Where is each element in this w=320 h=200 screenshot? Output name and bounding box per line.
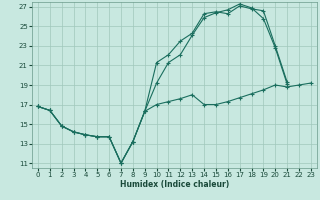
X-axis label: Humidex (Indice chaleur): Humidex (Indice chaleur)	[120, 180, 229, 189]
